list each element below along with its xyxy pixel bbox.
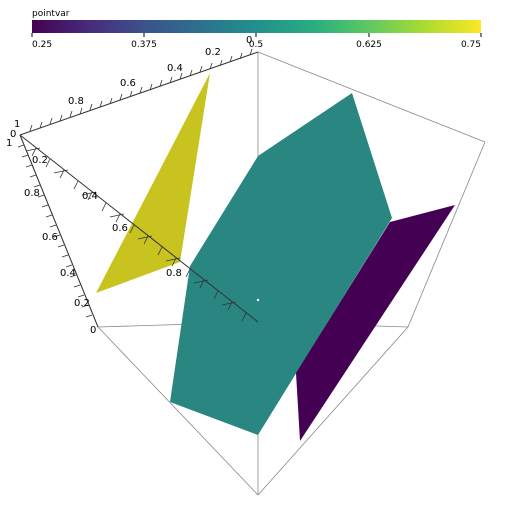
inner-axis-label: 0.4	[82, 191, 98, 202]
inner-axis-label: 0	[10, 129, 16, 140]
top-axis-label: 1	[14, 119, 20, 130]
left-axis-label: 0.2	[74, 298, 90, 309]
top-axis-label: 0.6	[120, 78, 136, 89]
left-axis: 1 0.8 0.6 0.4 0.2 0	[6, 134, 99, 336]
colorbar-gradient	[32, 20, 481, 33]
colorbar-title: pointvar	[32, 9, 70, 19]
colorbar-tick-label: 0.25	[32, 40, 52, 50]
purple-surface[interactable]	[296, 205, 455, 441]
top-axis: 0 0.2 0.4 0.6 0.8 1	[14, 35, 259, 136]
left-axis-label: 1	[6, 138, 12, 149]
top-axis-label: 0.8	[68, 96, 84, 107]
inner-axis-label: 0.8	[166, 268, 182, 279]
colorbar-tick-label: 0.625	[356, 40, 382, 50]
top-axis-label: 0.2	[205, 47, 221, 58]
left-axis-label: 0	[90, 325, 96, 336]
colorbar-tick-label: 0.5	[249, 40, 263, 50]
left-axis-label: 0.6	[42, 232, 58, 243]
center-marker	[256, 298, 260, 302]
left-axis-label: 0.8	[24, 188, 40, 199]
inner-axis-label: 0.6	[112, 223, 128, 234]
top-axis-label: 0	[246, 35, 252, 46]
colorbar: pointvar 0.25 0.375 0.5 0.625 0.75	[31, 9, 482, 50]
colorbar-tick-label: 0.75	[461, 40, 481, 50]
top-axis-label: 0.4	[167, 63, 183, 74]
yellow-surface[interactable]	[96, 73, 210, 293]
inner-axis: 0 0.2 0.4 0.6 0.8	[10, 129, 259, 323]
left-axis-label: 0.4	[60, 268, 76, 279]
colorbar-tick-label: 0.375	[131, 40, 157, 50]
inner-axis-label: 0.2	[32, 155, 48, 166]
teal-surface[interactable]	[170, 93, 392, 435]
